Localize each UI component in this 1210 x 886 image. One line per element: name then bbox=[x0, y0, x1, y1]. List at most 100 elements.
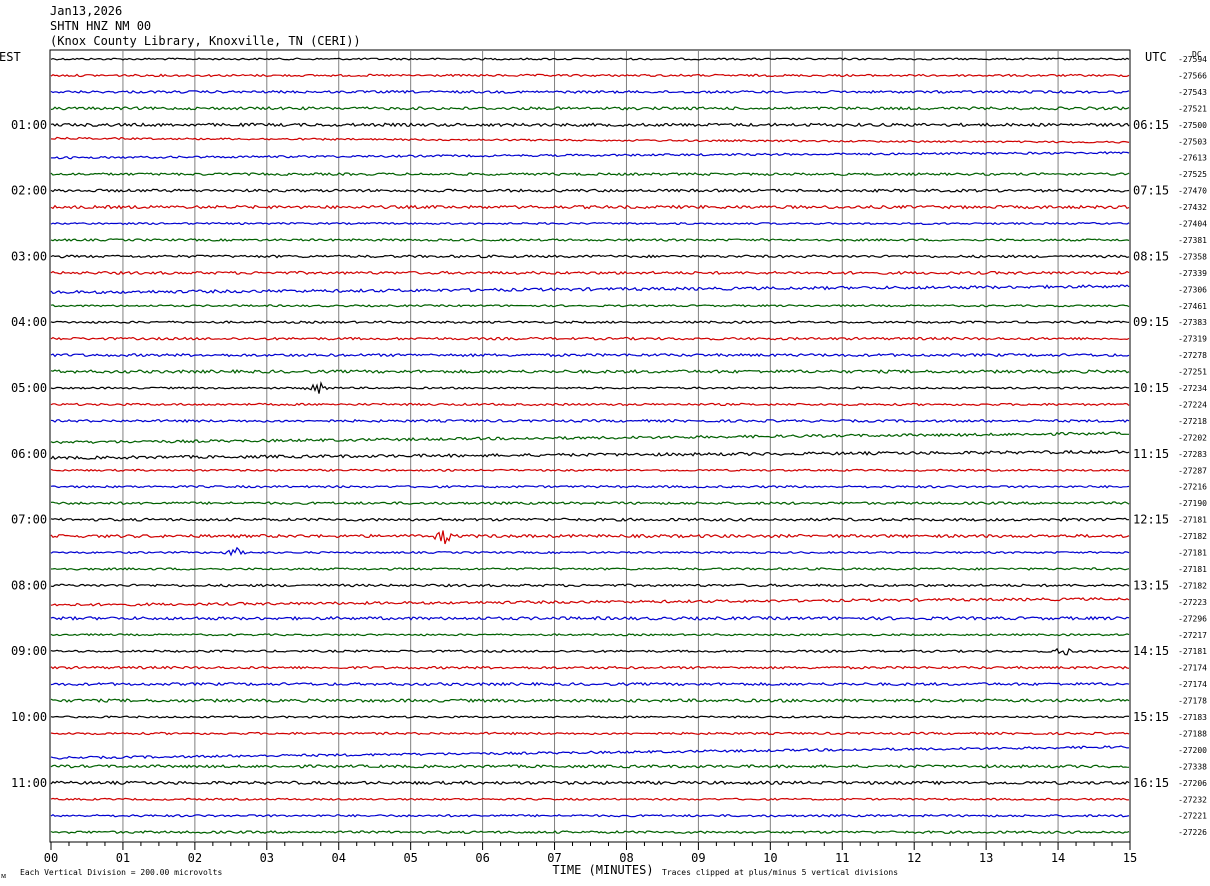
dc-offset-label: -27543 bbox=[1178, 88, 1207, 97]
seismic-trace bbox=[50, 381, 1130, 394]
x-tick-label: 06 bbox=[475, 851, 489, 865]
utc-hour-label: 11:15 bbox=[1133, 447, 1169, 461]
station-code: SHTN HNZ NM 00 bbox=[50, 19, 152, 33]
est-hour-label: 05:00 bbox=[11, 381, 47, 395]
utc-hour-label: 07:15 bbox=[1133, 184, 1169, 198]
x-tick-label: 07 bbox=[547, 851, 561, 865]
dc-offset-label: -27174 bbox=[1178, 664, 1207, 673]
dc-offset-label: -27613 bbox=[1178, 154, 1207, 163]
seismic-trace bbox=[50, 369, 1130, 375]
dc-offset-label: -27278 bbox=[1178, 351, 1207, 360]
est-hour-label: 04:00 bbox=[11, 315, 47, 329]
dc-offset-label: -27223 bbox=[1178, 598, 1207, 607]
dc-offset-label: -27283 bbox=[1178, 450, 1207, 459]
dc-offset-label: -27319 bbox=[1178, 335, 1207, 344]
dc-offset-label: -27594 bbox=[1178, 55, 1207, 64]
est-hour-label: 01:00 bbox=[11, 118, 47, 132]
seismic-trace bbox=[50, 402, 1130, 407]
dc-offset-label: -27181 bbox=[1178, 647, 1207, 656]
dc-offset-label: -27224 bbox=[1178, 400, 1207, 409]
utc-hour-label: 16:15 bbox=[1133, 776, 1169, 790]
seismic-trace bbox=[50, 320, 1130, 325]
est-timezone-label: EST bbox=[0, 50, 21, 64]
dc-offset-label: -27181 bbox=[1178, 516, 1207, 525]
dc-offset-label: -27174 bbox=[1178, 680, 1207, 689]
dc-offset-label: -27202 bbox=[1178, 433, 1207, 442]
x-tick-label: 13 bbox=[979, 851, 993, 865]
seismic-trace bbox=[50, 546, 1130, 557]
seismic-trace bbox=[50, 745, 1130, 760]
seismic-trace bbox=[50, 136, 1130, 144]
seismic-trace bbox=[50, 633, 1130, 637]
seismic-trace bbox=[50, 221, 1130, 226]
x-tick-label: 05 bbox=[403, 851, 417, 865]
x-tick-label: 12 bbox=[907, 851, 921, 865]
seismic-trace bbox=[50, 336, 1130, 341]
est-hour-label: 11:00 bbox=[11, 776, 47, 790]
dc-offset-label: -27383 bbox=[1178, 318, 1207, 327]
x-tick-label: 03 bbox=[260, 851, 274, 865]
utc-hour-label: 09:15 bbox=[1133, 315, 1169, 329]
dc-offset-label: -27296 bbox=[1178, 614, 1207, 623]
utc-hour-label: 14:15 bbox=[1133, 644, 1169, 658]
clip-note: Traces clipped at plus/minus 5 vertical … bbox=[662, 868, 898, 877]
dc-offset-label: -27525 bbox=[1178, 170, 1207, 179]
dc-offset-label: -27234 bbox=[1178, 384, 1207, 393]
dc-offset-label: -27232 bbox=[1178, 795, 1207, 804]
scale-note: Each Vertical Division = 200.00 microvol… bbox=[20, 868, 222, 877]
seismic-trace bbox=[50, 596, 1130, 607]
seismic-trace bbox=[50, 57, 1130, 61]
seismic-trace bbox=[50, 284, 1130, 295]
seismic-trace bbox=[50, 764, 1130, 769]
x-tick-label: 00 bbox=[44, 851, 58, 865]
seismic-trace bbox=[50, 89, 1130, 94]
seismic-trace bbox=[50, 106, 1130, 111]
dc-offset-label: -27182 bbox=[1178, 581, 1207, 590]
dc-offset-label: -27218 bbox=[1178, 417, 1207, 426]
seismic-trace bbox=[50, 797, 1130, 801]
x-tick-label: 09 bbox=[691, 851, 705, 865]
dc-offset-label: -27432 bbox=[1178, 203, 1207, 212]
est-hour-label: 06:00 bbox=[11, 447, 47, 461]
dc-offset-label: -27381 bbox=[1178, 236, 1207, 245]
corner-mark: ᴍ bbox=[1, 871, 6, 880]
seismic-trace bbox=[50, 468, 1130, 472]
seismic-trace bbox=[50, 665, 1130, 670]
seismic-trace bbox=[50, 681, 1130, 687]
seismic-trace bbox=[50, 780, 1130, 786]
seismic-trace bbox=[50, 813, 1130, 818]
plot-date: Jan13,2026 bbox=[50, 4, 123, 18]
seismic-trace bbox=[50, 830, 1130, 835]
dc-offset-label: -27217 bbox=[1178, 631, 1207, 640]
x-tick-label: 10 bbox=[763, 851, 777, 865]
dc-offset-label: -27503 bbox=[1178, 137, 1207, 146]
est-hour-label: 09:00 bbox=[11, 644, 47, 658]
dc-offset-label: -27188 bbox=[1178, 729, 1207, 738]
utc-hour-label: 08:15 bbox=[1133, 249, 1169, 263]
seismic-trace bbox=[50, 418, 1130, 423]
x-tick-label: 04 bbox=[332, 851, 346, 865]
utc-hour-label: 13:15 bbox=[1133, 578, 1169, 592]
dc-offset-label: -27339 bbox=[1178, 269, 1207, 278]
seismic-trace bbox=[50, 188, 1130, 193]
dc-offset-label: -27404 bbox=[1178, 220, 1207, 229]
dc-offset-label: -27226 bbox=[1178, 828, 1207, 837]
dc-offset-label: -27178 bbox=[1178, 697, 1207, 706]
dc-offset-label: -27216 bbox=[1178, 483, 1207, 492]
x-tick-label: 02 bbox=[188, 851, 202, 865]
dc-offset-label: -27200 bbox=[1178, 746, 1207, 755]
utc-timezone-label: UTC bbox=[1145, 50, 1167, 64]
dc-offset-label: -27358 bbox=[1178, 252, 1207, 261]
est-hour-label: 08:00 bbox=[11, 578, 47, 592]
dc-offset-label: -27251 bbox=[1178, 368, 1207, 377]
seismic-trace bbox=[50, 698, 1130, 703]
seismic-trace bbox=[50, 304, 1130, 308]
seismic-trace bbox=[50, 484, 1130, 489]
dc-offset-label: -27181 bbox=[1178, 549, 1207, 558]
dc-offset-label: -27181 bbox=[1178, 565, 1207, 574]
seismic-trace bbox=[50, 501, 1130, 506]
seismic-trace bbox=[50, 270, 1130, 275]
x-tick-label: 14 bbox=[1051, 851, 1065, 865]
x-axis-title: TIME (MINUTES) bbox=[552, 863, 653, 877]
